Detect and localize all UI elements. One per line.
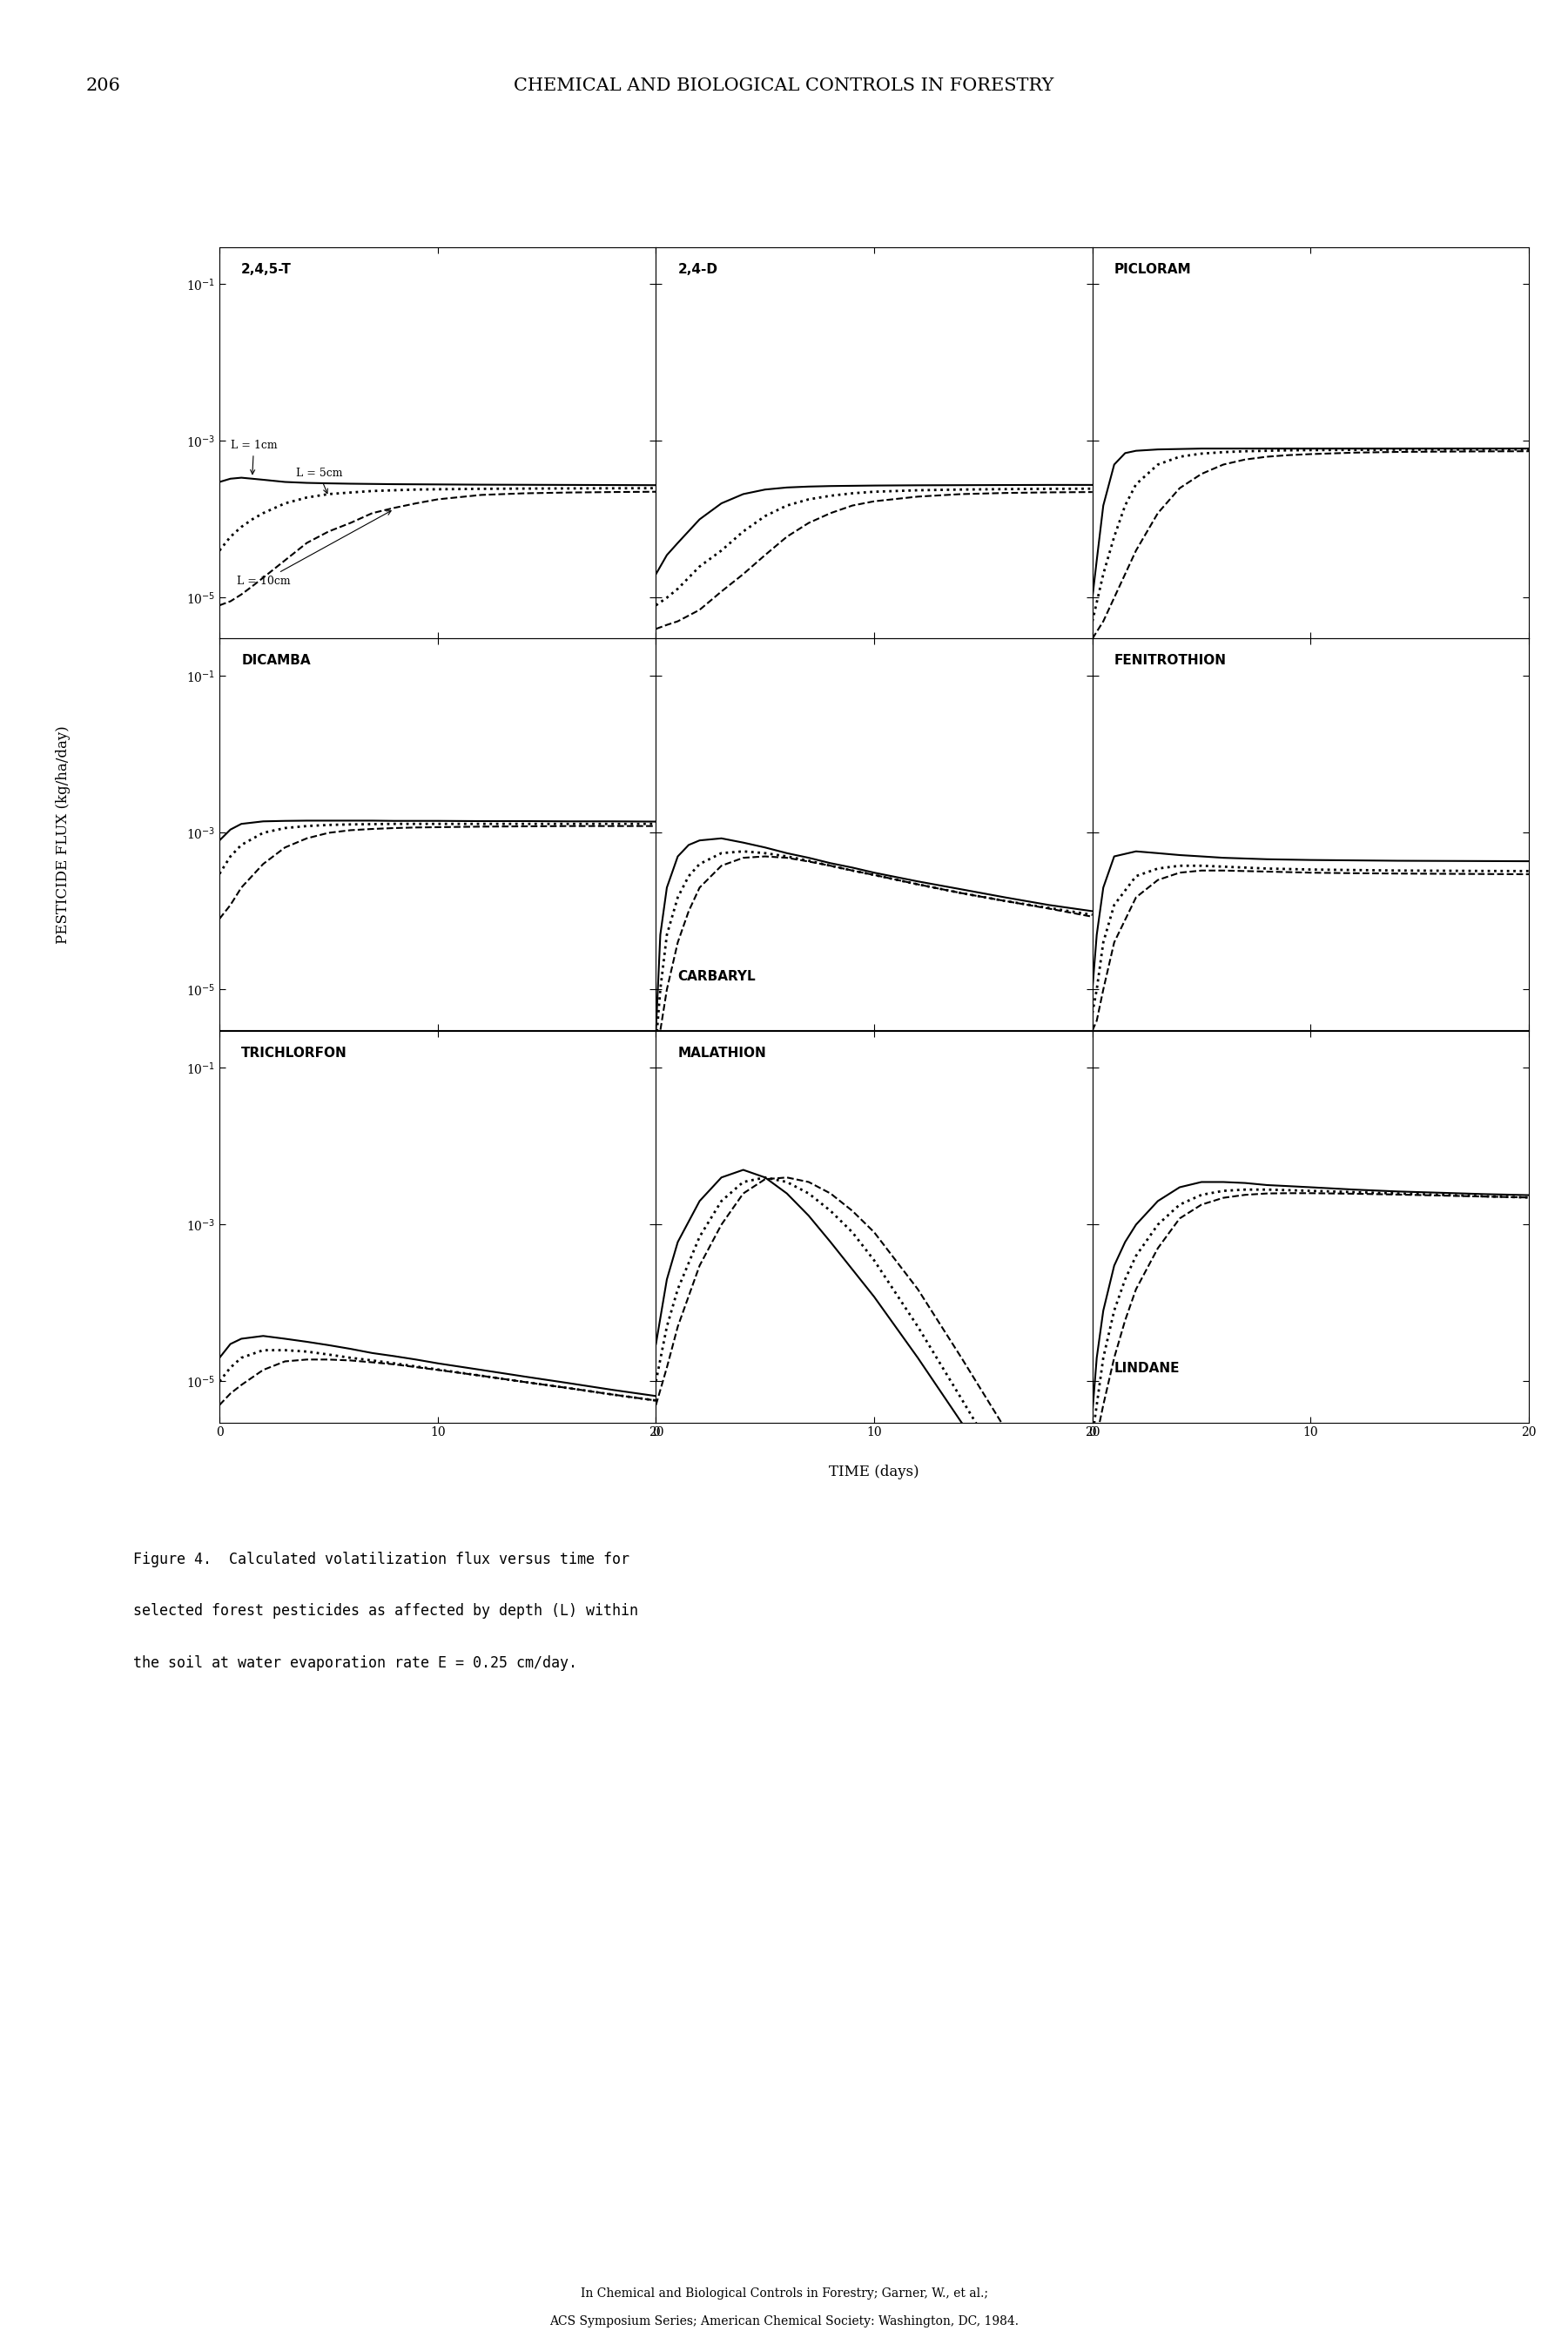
Text: L = 5cm: L = 5cm bbox=[296, 468, 342, 494]
Text: PICLORAM: PICLORAM bbox=[1115, 263, 1192, 275]
Text: CHEMICAL AND BIOLOGICAL CONTROLS IN FORESTRY: CHEMICAL AND BIOLOGICAL CONTROLS IN FORE… bbox=[514, 78, 1054, 94]
Text: 2,4-D: 2,4-D bbox=[677, 263, 718, 275]
Text: ACS Symposium Series; American Chemical Society: Washington, DC, 1984.: ACS Symposium Series; American Chemical … bbox=[549, 2316, 1019, 2327]
Text: PESTICIDE FLUX (kg/ha/day): PESTICIDE FLUX (kg/ha/day) bbox=[55, 726, 71, 943]
Text: TIME (days): TIME (days) bbox=[829, 1465, 919, 1479]
Text: Figure 4.  Calculated volatilization flux versus time for: Figure 4. Calculated volatilization flux… bbox=[133, 1552, 629, 1568]
Text: MALATHION: MALATHION bbox=[677, 1046, 767, 1060]
Text: CARBARYL: CARBARYL bbox=[677, 971, 756, 983]
Text: L = 1cm: L = 1cm bbox=[230, 440, 278, 475]
Text: the soil at water evaporation rate E = 0.25 cm/day.: the soil at water evaporation rate E = 0… bbox=[133, 1655, 577, 1672]
Text: FENITROTHION: FENITROTHION bbox=[1115, 654, 1226, 668]
Text: 206: 206 bbox=[86, 78, 121, 94]
Text: TRICHLORFON: TRICHLORFON bbox=[241, 1046, 348, 1060]
Text: selected forest pesticides as affected by depth (L) within: selected forest pesticides as affected b… bbox=[133, 1603, 638, 1620]
Text: 2,4,5-T: 2,4,5-T bbox=[241, 263, 292, 275]
Text: L = 10cm: L = 10cm bbox=[237, 510, 390, 585]
Text: DICAMBA: DICAMBA bbox=[241, 654, 310, 668]
Text: In Chemical and Biological Controls in Forestry; Garner, W., et al.;: In Chemical and Biological Controls in F… bbox=[580, 2288, 988, 2299]
Text: LINDANE: LINDANE bbox=[1115, 1361, 1181, 1375]
